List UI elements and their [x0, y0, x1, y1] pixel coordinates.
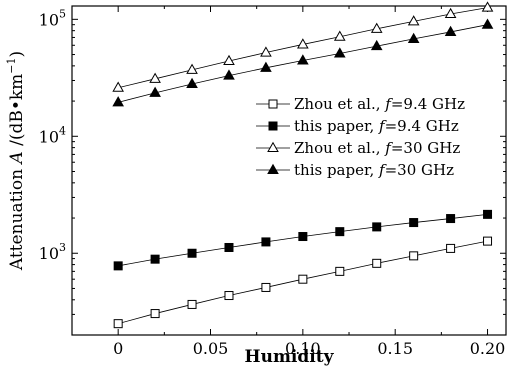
data-point — [483, 209, 493, 219]
y-tick-label: 104 — [39, 124, 66, 146]
data-point — [223, 69, 235, 80]
data-point — [112, 96, 124, 107]
data-point — [150, 309, 160, 319]
data-point — [409, 251, 419, 261]
data-point — [261, 282, 271, 292]
y-tick-label: 103 — [39, 241, 66, 263]
data-point — [372, 222, 382, 232]
data-point — [150, 254, 160, 264]
legend-entry: Zhou et al., f=9.4 GHz — [256, 95, 465, 113]
data-point — [298, 232, 308, 242]
data-point — [267, 163, 279, 175]
data-point — [333, 30, 346, 41]
series-4 — [112, 18, 494, 107]
data-point — [370, 39, 383, 51]
data-point — [297, 54, 309, 65]
data-point — [335, 227, 345, 237]
x-axis-ticks: 0 0.05 0.10 0.15 0.20 — [71, 6, 506, 358]
data-point — [261, 237, 271, 247]
x-tick-label: 0 — [113, 339, 123, 358]
data-point — [260, 61, 272, 72]
data-point — [333, 47, 346, 58]
legend-entry: Zhou et al., f=30 GHz — [256, 139, 460, 157]
x-tick-label: 0.15 — [377, 339, 413, 358]
legend-label: Zhou et al., f=9.4 GHz — [294, 95, 465, 113]
data-point — [444, 25, 457, 36]
x-tick-label: 0.05 — [193, 339, 229, 358]
plot-border — [71, 5, 507, 336]
data-point — [483, 236, 493, 246]
data-point — [297, 38, 309, 49]
data-point — [186, 77, 198, 89]
x-tick-label: 0.10 — [285, 339, 321, 358]
legend-label: this paper, f=9.4 GHz — [294, 117, 459, 135]
data-point — [149, 86, 161, 97]
plot-frame — [71, 5, 507, 336]
data-point — [113, 319, 123, 329]
data-point — [446, 214, 456, 224]
data-point — [298, 274, 308, 284]
data-point — [370, 22, 383, 33]
data-point — [372, 258, 382, 268]
y-tick-label: 105 — [39, 7, 66, 29]
y-axis-ticks: 103 104 105 — [39, 7, 506, 336]
y-axis-label-close: ) — [7, 51, 27, 58]
y-axis-label-unit: /(dB•km — [7, 74, 27, 152]
x-tick-label: 0.20 — [470, 339, 506, 358]
legend: Zhou et al., f=9.4 GHz this paper, f=9.4 … — [256, 95, 465, 179]
data-point — [187, 248, 197, 258]
legend-label: this paper, f=30 GHz — [294, 161, 454, 179]
x-axis-label: Humidity — [245, 347, 335, 366]
legend-label: Zhou et al., f=30 GHz — [294, 139, 460, 157]
data-point — [113, 261, 123, 271]
data-point — [186, 63, 198, 74]
data-point — [223, 54, 235, 66]
series-3 — [112, 1, 494, 92]
data-point — [260, 46, 272, 57]
y-axis-label: Attenuation A /(dB•km−1) — [5, 51, 27, 271]
data-point — [444, 7, 457, 19]
data-point — [149, 72, 161, 83]
y-axis-label-exponent: −1 — [5, 57, 18, 73]
data-point — [224, 291, 234, 301]
series-1 — [113, 236, 493, 329]
legend-entry: this paper, f=30 GHz — [256, 161, 454, 179]
series-layer — [112, 1, 494, 329]
y-axis-label-variable: A — [7, 151, 27, 165]
data-point — [335, 266, 345, 276]
data-point — [409, 218, 419, 228]
data-point — [267, 141, 279, 153]
data-point — [112, 81, 124, 92]
data-point — [268, 121, 278, 131]
data-point — [407, 15, 420, 26]
data-point — [224, 242, 234, 252]
series-2 — [113, 209, 493, 271]
data-point — [481, 1, 494, 12]
data-point — [407, 32, 420, 43]
data-point — [481, 18, 494, 29]
data-point — [446, 243, 456, 253]
y-axis-label-prefix: Attenuation — [7, 164, 27, 272]
legend-entry: this paper, f=9.4 GHz — [256, 117, 459, 135]
data-point — [268, 99, 278, 109]
data-point — [187, 299, 197, 309]
